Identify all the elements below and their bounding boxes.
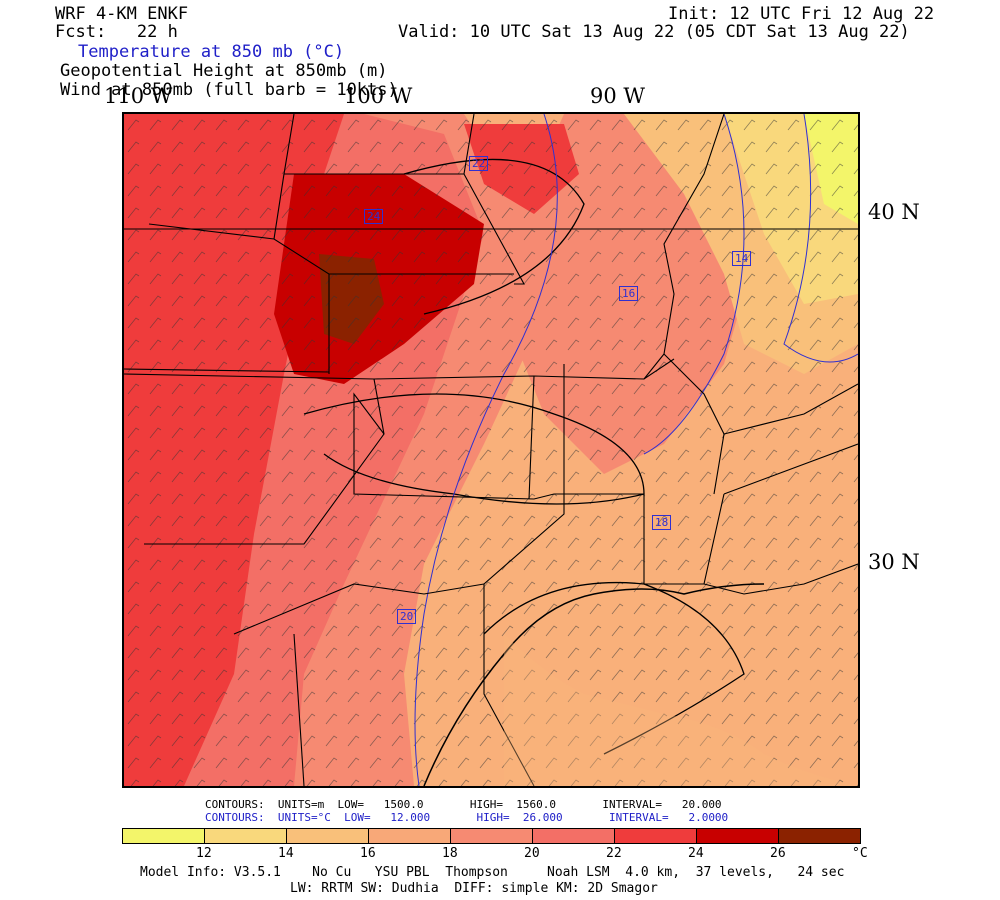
- colorbar-swatch: [204, 828, 287, 844]
- temp-contour: [643, 114, 745, 455]
- model-title: WRF 4-KM ENKF: [55, 4, 189, 24]
- colorbar-tick-label: 16: [360, 846, 376, 861]
- contour-label-14: 14: [732, 251, 752, 266]
- height-contours-info: CONTOURS: UNITS=m LOW= 1500.0 HIGH= 1560…: [205, 798, 722, 811]
- contour-label-20: 20: [397, 609, 417, 624]
- colorbar-swatch: [122, 828, 205, 844]
- lon-label-100w: 100 W: [344, 84, 413, 108]
- height-contour: [483, 581, 745, 755]
- colorbar-tick-label: °C: [852, 846, 868, 861]
- lat-label-30n: 30 N: [868, 550, 920, 574]
- wind-barbs: [124, 114, 858, 786]
- gulf-of-mexico: [504, 634, 858, 786]
- colorbar-swatch: [286, 828, 369, 844]
- field-temperature-label: Temperature at 850 mb (°C): [78, 42, 345, 62]
- colorbar-tick-label: 20: [524, 846, 540, 861]
- lon-label-110w: 110 W: [104, 84, 173, 108]
- height-contour: [303, 393, 645, 505]
- colorbar-tick-label: 12: [196, 846, 212, 861]
- colorbar-swatch: [778, 828, 861, 844]
- colorbar-tick-label: 26: [770, 846, 786, 861]
- gulf-coastline: [423, 583, 765, 786]
- temp-contour: [783, 114, 858, 363]
- field-wind-label: Wind at 850mb (full barb = 10kts): [60, 80, 398, 100]
- map-canvas: [124, 114, 858, 786]
- model-info: Model Info: V3.5.1 No Cu YSU PBL Thompso…: [140, 865, 845, 880]
- temp-contours-info: CONTOURS: UNITS=°C LOW= 12.000 HIGH= 26.…: [205, 811, 729, 824]
- contour-label-24: 24: [364, 209, 384, 224]
- field-height-label: Geopotential Height at 850mb (m): [60, 61, 388, 81]
- colorbar-swatch: [614, 828, 697, 844]
- lat-label-40n: 40 N: [868, 200, 920, 224]
- init-time: Init: 12 UTC Fri 12 Aug 22: [668, 4, 935, 24]
- physics-info: LW: RRTM SW: Dudhia DIFF: simple KM: 2D …: [290, 881, 658, 896]
- contour-label-18: 18: [652, 515, 672, 530]
- colorbar-swatch: [368, 828, 451, 844]
- contour-label-22: 22: [469, 156, 489, 171]
- forecast-hour: Fcst: 22 h: [55, 22, 178, 42]
- colorbar-tick-label: 14: [278, 846, 294, 861]
- height-contour: [403, 158, 585, 315]
- colorbar-swatch: [450, 828, 533, 844]
- colorbar-tick-label: 24: [688, 846, 704, 861]
- temperature-map: 22 24 16 14 18 20: [122, 112, 860, 788]
- lon-label-90w: 90 W: [590, 84, 645, 108]
- valid-time: Valid: 10 UTC Sat 13 Aug 22 (05 CDT Sat …: [398, 22, 910, 42]
- colorbar-swatch: [696, 828, 779, 844]
- colorbar-tick-label: 22: [606, 846, 622, 861]
- colorbar-swatch: [532, 828, 615, 844]
- state-borders: [124, 114, 858, 786]
- colorbar-tick-label: 18: [442, 846, 458, 861]
- contour-label-16: 16: [619, 286, 639, 301]
